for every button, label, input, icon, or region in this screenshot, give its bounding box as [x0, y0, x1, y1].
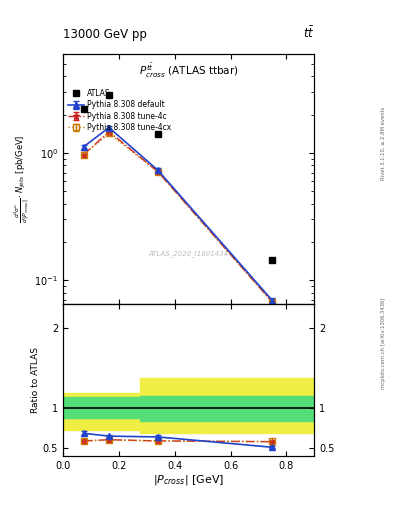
ATLAS — [156, 131, 160, 137]
Text: $P_{cross}^{t\bar{t}}$ (ATLAS ttbar): $P_{cross}^{t\bar{t}}$ (ATLAS ttbar) — [139, 61, 239, 79]
Text: 13000 GeV pp: 13000 GeV pp — [63, 28, 147, 41]
ATLAS — [107, 92, 111, 98]
Y-axis label: $\frac{d^2\sigma^u}{d\,|P_{cross}|}\cdot N_{jets}$ [pb/GeV]: $\frac{d^2\sigma^u}{d\,|P_{cross}|}\cdot… — [13, 135, 31, 223]
Text: ATLAS_2020_I1801434: ATLAS_2020_I1801434 — [149, 250, 229, 258]
Text: $t\bar{t}$: $t\bar{t}$ — [303, 26, 314, 41]
Legend: ATLAS, Pythia 8.308 default, Pythia 8.308 tune-4c, Pythia 8.308 tune-4cx: ATLAS, Pythia 8.308 default, Pythia 8.30… — [67, 88, 173, 134]
ATLAS — [81, 106, 86, 112]
ATLAS — [270, 257, 275, 263]
Text: mcplots.cern.ch [arXiv:1306.3436]: mcplots.cern.ch [arXiv:1306.3436] — [381, 297, 386, 389]
Line: ATLAS: ATLAS — [80, 92, 276, 263]
Y-axis label: Ratio to ATLAS: Ratio to ATLAS — [31, 347, 40, 413]
X-axis label: $|P_{cross}|$ [GeV]: $|P_{cross}|$ [GeV] — [153, 473, 224, 487]
Text: Rivet 3.1.10, ≥ 2.8M events: Rivet 3.1.10, ≥ 2.8M events — [381, 106, 386, 180]
